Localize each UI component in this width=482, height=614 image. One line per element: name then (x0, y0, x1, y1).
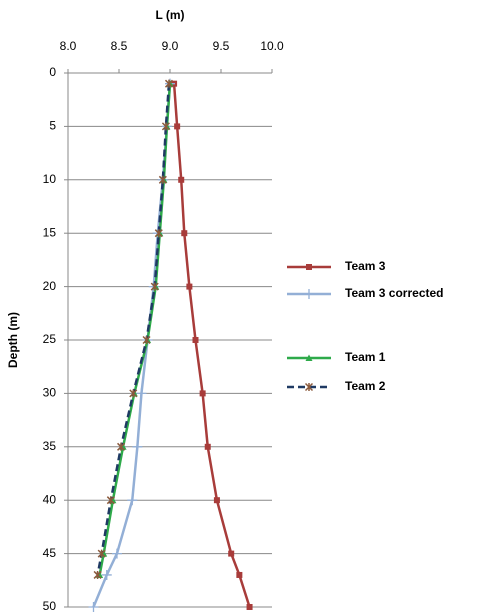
marker (304, 382, 314, 392)
marker (158, 175, 167, 184)
marker (132, 441, 143, 452)
marker (181, 230, 188, 237)
marker (101, 569, 112, 580)
marker (142, 335, 151, 345)
marker (213, 497, 220, 504)
marker (228, 550, 235, 557)
marker (106, 496, 115, 505)
y-tick-label: 35 (43, 439, 57, 453)
x-tick-label: 9.0 (162, 39, 179, 53)
y-tick-label: 10 (43, 172, 57, 186)
legend-label: Team 1 (345, 350, 386, 364)
marker (136, 388, 147, 399)
y-tick-label: 15 (43, 225, 57, 239)
x-axis-label: L (m) (155, 8, 184, 22)
marker (204, 443, 211, 450)
x-tick-label: 8.5 (111, 39, 128, 53)
marker (127, 495, 138, 506)
marker (97, 549, 106, 558)
y-tick-label: 30 (43, 386, 57, 400)
series (171, 80, 253, 610)
y-tick-label: 20 (43, 279, 57, 293)
y-tick-label: 25 (43, 332, 57, 346)
y-tick-label: 50 (43, 599, 57, 613)
marker (150, 282, 159, 291)
marker (192, 337, 199, 343)
marker (246, 604, 253, 610)
legend-label: Team 3 (345, 259, 386, 273)
series (88, 78, 175, 612)
y-axis-label: Depth (m) (6, 312, 20, 368)
marker (236, 571, 243, 578)
marker (178, 176, 185, 183)
marker (164, 79, 174, 88)
y-tick-label: 45 (43, 546, 57, 560)
marker (161, 122, 170, 131)
marker (174, 123, 181, 130)
marker (93, 570, 102, 579)
series (93, 79, 174, 579)
series-line (96, 83, 171, 576)
y-tick-label: 40 (43, 492, 57, 506)
marker (304, 289, 314, 299)
marker (154, 229, 163, 238)
legend-label: Team 2 (345, 379, 386, 393)
marker (88, 602, 99, 612)
x-tick-label: 8.0 (60, 39, 77, 53)
marker (129, 389, 138, 398)
x-tick-label: 10.0 (260, 39, 284, 53)
marker (186, 283, 193, 290)
y-tick-label: 0 (49, 65, 56, 79)
marker (117, 442, 126, 451)
marker (306, 264, 312, 270)
x-tick-label: 9.5 (213, 39, 230, 53)
marker (111, 548, 122, 559)
series-line (92, 83, 172, 608)
marker (305, 354, 313, 361)
y-tick-label: 5 (49, 119, 56, 133)
legend-label: Team 3 corrected (345, 286, 444, 300)
marker (199, 390, 206, 397)
series-line (172, 83, 251, 608)
